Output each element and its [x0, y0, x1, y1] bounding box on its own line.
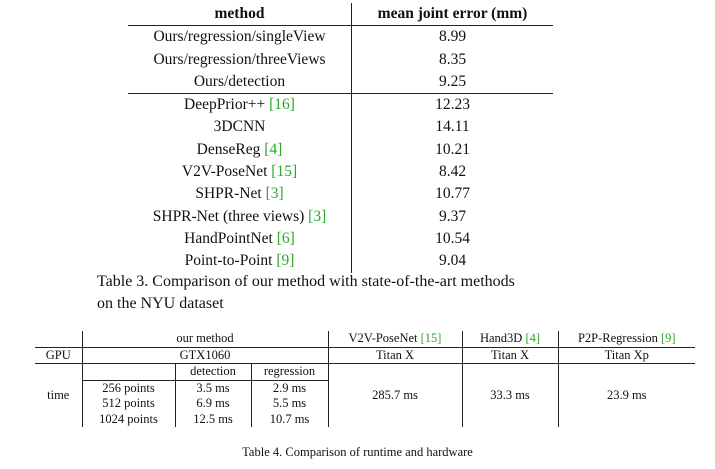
detection-time: 3.5 ms	[196, 380, 230, 395]
table-row: Ours/regression/singleView 8.99	[128, 25, 553, 49]
gpu-hand3d: Titan X	[461, 347, 558, 364]
table-row: SHPR-Net [3] 10.77	[128, 183, 553, 206]
time-p2p: 23.9 ms	[557, 363, 695, 427]
method-cell: HandPointNet [6]	[184, 229, 295, 247]
gpu-label: GPU	[35, 347, 82, 364]
v2v-header: V2V-PoseNet [15]	[327, 331, 462, 348]
citation: [3]	[265, 185, 284, 203]
detection-time: 12.5 ms	[193, 411, 233, 426]
gpu-ours: GTX1060	[81, 347, 328, 364]
point-count: 256 points	[102, 380, 155, 395]
error-column-header: mean joint error (mm)	[351, 3, 553, 27]
table-3-ours-group: Ours/regression/singleView 8.99 Ours/regre…	[128, 25, 553, 94]
hand3d-header: Hand3D [4]	[461, 331, 558, 348]
citation: [4]	[525, 331, 541, 345]
table-row: 3DCNN 14.11	[128, 116, 553, 139]
p2p-header: P2P-Regression [9]	[557, 331, 695, 348]
regression-times: 2.9 ms 5.5 ms 10.7 ms	[250, 380, 328, 427]
regression-time: 5.5 ms	[272, 396, 307, 410]
regression-time: 10.7 ms	[269, 411, 310, 426]
citation: [16]	[269, 96, 295, 114]
citation: [6]	[276, 229, 295, 247]
error-value-cell: 9.04	[351, 250, 553, 273]
citation: [9]	[276, 252, 295, 270]
method-cell: Ours/detection	[193, 72, 286, 90]
our-method-header: our method	[81, 331, 328, 348]
regression-header: regression	[250, 363, 328, 381]
table-row: SHPR-Net (three views) [3] 9.37	[128, 205, 553, 228]
error-value-cell: 10.77	[351, 183, 553, 206]
table-4: our method V2V-PoseNet [15] Hand3D [4] P…	[35, 331, 695, 427]
table-row: V2V-PoseNet [15] 8.42	[128, 161, 553, 184]
table-4-caption: Table 4. Comparison of runtime and hardw…	[242, 445, 473, 459]
gpu-v2v: Titan X	[327, 347, 462, 364]
time-values-row: 256 points 512 points 1024 points 3.5 ms…	[35, 380, 695, 427]
table-3-caption: Table 3. Comparison of our method with s…	[97, 271, 597, 315]
error-value-cell: 8.35	[351, 48, 553, 71]
citation: [15]	[420, 331, 442, 345]
table-row: DenseReg [4] 10.21	[128, 138, 553, 162]
subheader-row: time detection regression 285.7 ms 33.3 …	[35, 363, 695, 427]
error-value-cell: 9.37	[351, 205, 553, 228]
method-cell: DeepPrior++ [16]	[128, 93, 352, 117]
table-3: method mean joint error (mm) Ours/regres…	[128, 3, 553, 273]
point-count: 512 points	[102, 396, 155, 410]
table-4-header-row: our method V2V-PoseNet [15] Hand3D [4] P…	[35, 331, 695, 348]
error-value-cell: 8.99	[351, 25, 553, 49]
citation: [3]	[308, 207, 327, 225]
regression-time: 2.9 ms	[272, 380, 307, 395]
method-column-header: method	[128, 3, 352, 27]
time-v2v: 285.7 ms	[327, 363, 462, 427]
citation: [15]	[271, 163, 298, 181]
error-value-cell: 10.54	[351, 227, 553, 251]
table-row: Point-to-Point [9] 9.04	[128, 250, 553, 273]
time-hand3d: 33.3 ms	[461, 363, 558, 427]
method-cell: Ours/regression/threeViews	[153, 50, 326, 68]
table-3-caption-line-2: on the NYU dataset	[97, 295, 224, 312]
table-3-sota-group: DeepPrior++ [16] 12.23 3DCNN 14.11 DenseReg …	[128, 93, 553, 273]
detection-header: detection	[174, 363, 251, 381]
table-row: DeepPrior++ [16] 12.23	[128, 93, 553, 117]
error-value-cell: 10.21	[351, 138, 553, 162]
detection-time: 6.9 ms	[196, 396, 230, 410]
error-value-cell: 12.23	[351, 93, 553, 117]
point-counts: 256 points 512 points 1024 points	[81, 380, 175, 427]
method-cell: Point-to-Point [9]	[184, 252, 295, 270]
table-row: HandPointNet [6] 10.54	[128, 227, 553, 251]
method-cell: V2V-PoseNet [15]	[181, 163, 298, 181]
citation: [9]	[660, 331, 676, 345]
point-count: 1024 points	[99, 411, 158, 426]
gpu-p2p: Titan Xp	[557, 347, 695, 364]
table-row: Ours/regression/threeViews 8.35	[128, 48, 553, 71]
detection-times: 3.5 ms 6.9 ms 12.5 ms	[174, 380, 251, 427]
table-row: Ours/detection 9.25	[128, 70, 553, 94]
error-value-cell: 9.25	[351, 70, 553, 94]
method-cell: DenseReg [4]	[196, 140, 283, 158]
time-label: time	[47, 387, 70, 402]
error-value-cell: 8.42	[351, 161, 553, 184]
citation: [4]	[264, 140, 283, 158]
method-cell: Ours/regression/singleView	[153, 28, 326, 46]
method-cell: 3DCNN	[213, 118, 266, 136]
table-3-caption-line-1: Table 3. Comparison of our method with s…	[97, 273, 515, 290]
table-3-header-row: method mean joint error (mm)	[128, 3, 553, 27]
error-value-cell: 14.11	[351, 116, 553, 139]
method-cell: SHPR-Net [3]	[195, 185, 284, 203]
method-cell: SHPR-Net (three views) [3]	[152, 207, 327, 225]
gpu-row: GPU GTX1060 Titan X Titan X Titan Xp	[35, 347, 695, 364]
